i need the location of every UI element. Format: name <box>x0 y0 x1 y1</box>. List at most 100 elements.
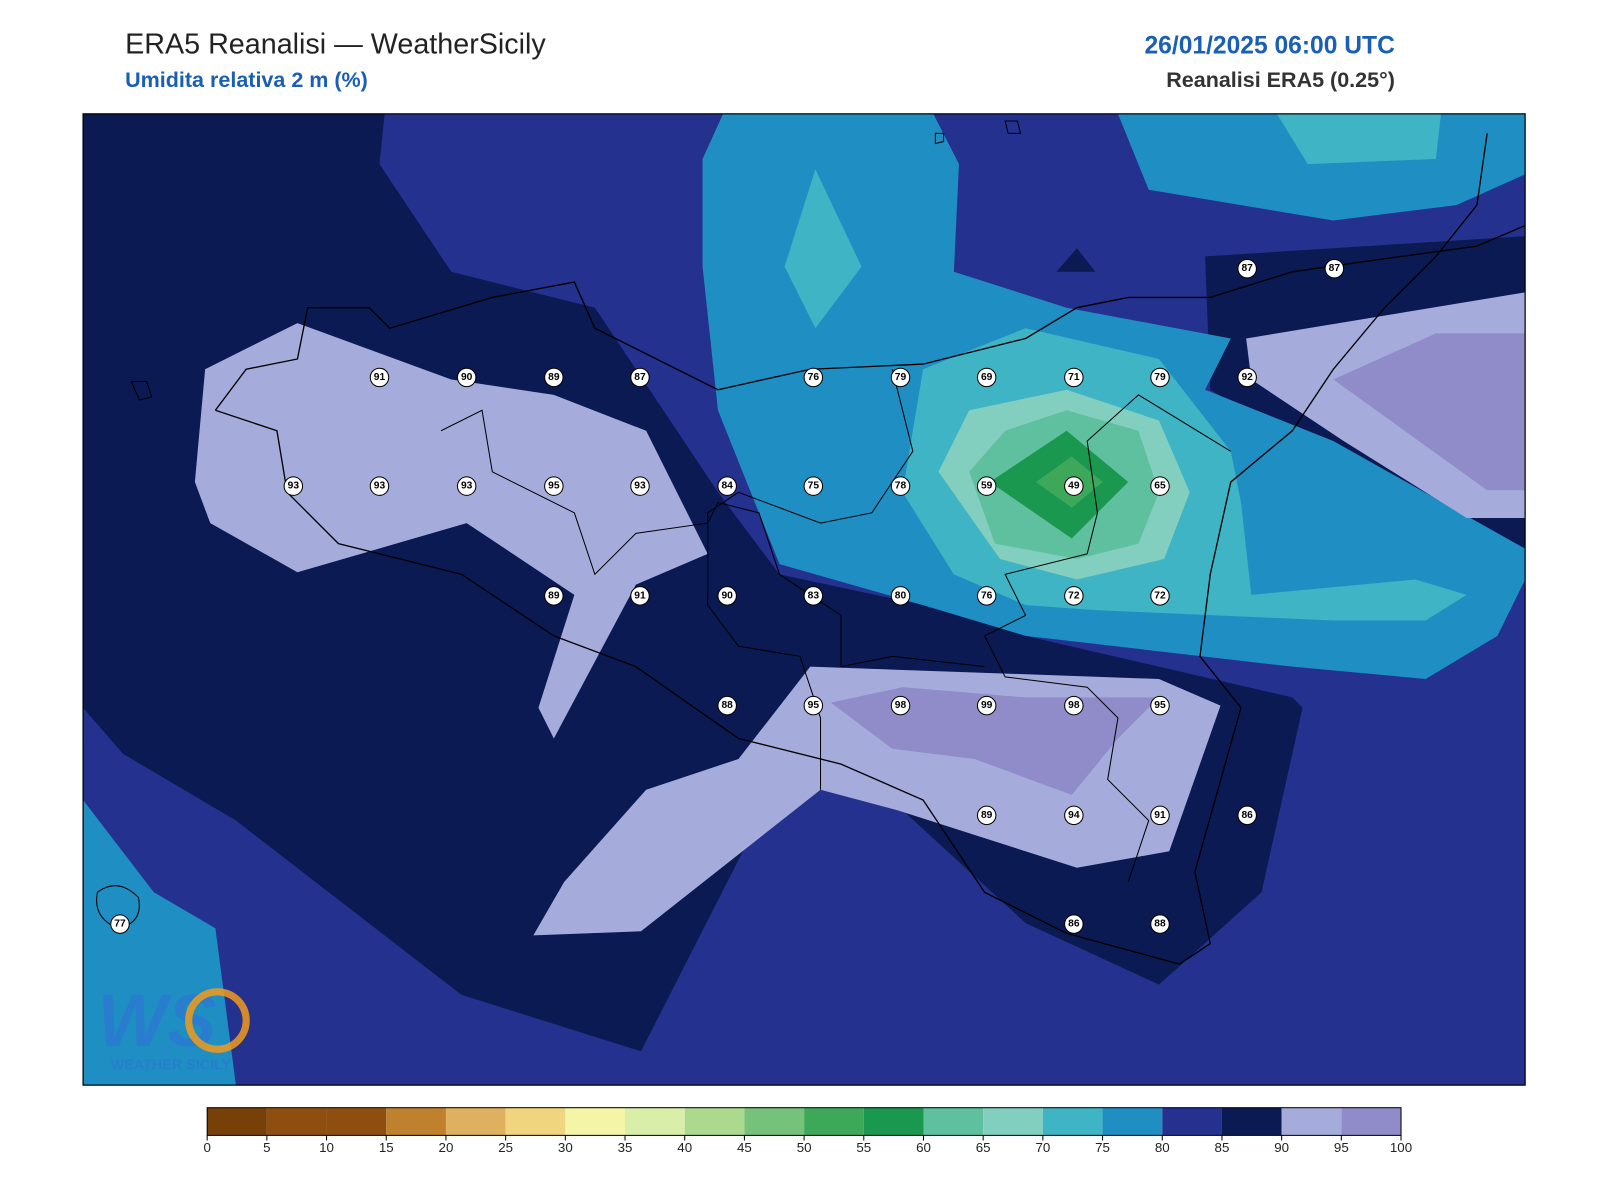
station-marker <box>630 586 650 606</box>
colorbar-tick-label: 95 <box>1334 1140 1349 1155</box>
station-value: 79 <box>1154 372 1166 383</box>
station-marker <box>1150 805 1170 826</box>
station-value: 87 <box>1241 263 1253 274</box>
station-marker <box>717 695 737 716</box>
map-frame <box>82 113 1526 1086</box>
station-marker <box>1324 258 1345 279</box>
logo-caption: WEATHER SICILY <box>111 1058 232 1074</box>
colorbar-tick-label: 80 <box>1155 1140 1170 1155</box>
colorbar-tick-label: 75 <box>1095 1140 1110 1155</box>
station-marker <box>890 586 911 606</box>
colorbar-segment <box>565 1107 626 1136</box>
station-marker <box>1064 367 1084 388</box>
colorbar-tick-label: 30 <box>558 1140 573 1155</box>
station-value: 91 <box>374 372 386 383</box>
colorbar-tick-label: 45 <box>737 1140 752 1155</box>
station-value: 90 <box>461 372 473 383</box>
station-value: 91 <box>1154 810 1166 821</box>
station-value: 94 <box>1068 810 1080 821</box>
station-marker <box>803 695 824 716</box>
colorbar-tick-label: 70 <box>1035 1140 1050 1155</box>
station-marker <box>1237 258 1257 279</box>
colorbar-tick-label: 90 <box>1274 1140 1289 1155</box>
station-marker <box>890 695 911 716</box>
station-value: 76 <box>981 590 993 601</box>
station-marker <box>544 586 564 606</box>
station-marker <box>717 476 737 496</box>
station-value: 80 <box>895 590 907 601</box>
colorbar-segment <box>625 1107 685 1136</box>
station-value: 76 <box>808 372 820 383</box>
colorbar-tick-label: 85 <box>1215 1140 1230 1155</box>
station-value: 98 <box>895 700 907 711</box>
station-value: 77 <box>114 919 126 930</box>
colorbar-segment <box>207 1107 267 1136</box>
contour-field <box>83 113 1526 1086</box>
colorbar-segment <box>1102 1107 1163 1136</box>
logo: WS WEATHER SICILY <box>97 979 250 1074</box>
station-value: 93 <box>374 481 386 492</box>
station-value: 88 <box>1154 919 1166 930</box>
station-marker <box>803 476 824 496</box>
station-value: 72 <box>1154 590 1166 601</box>
colorbar-tick-label: 15 <box>379 1140 394 1155</box>
subtitle: Umidita relativa 2 m (%) <box>125 68 368 92</box>
logo-mark: WS <box>97 979 216 1062</box>
station-value: 83 <box>808 590 820 601</box>
station-value: 72 <box>1068 590 1080 601</box>
colorbar-tick-label: 10 <box>319 1140 334 1155</box>
stations: 87 87 91 90 89 87 76 79 69 71 79 92 93 93 93 95 93 84 75 78… <box>110 258 1345 934</box>
colorbar-segment <box>804 1107 864 1136</box>
colorbar: 0 5 10 15 20 25 30 35 40 45 50 55 60 65 70 75 80 85 90 95 10… <box>203 1107 1412 1155</box>
colorbar-segment <box>1281 1107 1342 1136</box>
colorbar-segment <box>1162 1107 1222 1136</box>
station-value: 90 <box>721 590 733 601</box>
colorbar-tick-label: 0 <box>203 1140 210 1155</box>
station-value: 87 <box>634 372 646 383</box>
colorbar-segment <box>923 1107 984 1136</box>
colorbar-tick-label: 55 <box>856 1140 871 1155</box>
station-value: 93 <box>288 481 300 492</box>
source: Reanalisi ERA5 (0.25°) <box>1166 68 1395 92</box>
station-marker <box>630 476 650 496</box>
station-marker <box>890 367 911 388</box>
colorbar-tick-label: 25 <box>498 1140 513 1155</box>
station-value: 91 <box>634 590 646 601</box>
station-value: 88 <box>721 700 733 711</box>
station-value: 59 <box>981 481 993 492</box>
station-value: 98 <box>1068 700 1080 711</box>
colorbar-tick-label: 20 <box>439 1140 454 1155</box>
station-marker <box>976 476 997 496</box>
station-value: 95 <box>808 700 820 711</box>
station-marker <box>283 476 304 496</box>
station-value: 99 <box>981 700 993 711</box>
colorbar-segment <box>1042 1107 1103 1136</box>
station-marker <box>1150 914 1170 934</box>
station-marker <box>1150 695 1170 716</box>
station-marker <box>1064 695 1084 716</box>
station-value: 89 <box>548 590 560 601</box>
colorbar-tick-label: 60 <box>916 1140 931 1155</box>
station-value: 65 <box>1154 481 1166 492</box>
station-value: 93 <box>461 481 473 492</box>
station-value: 71 <box>1068 372 1080 383</box>
station-marker <box>369 367 390 388</box>
station-marker <box>1150 586 1170 606</box>
colorbar-tick-label: 5 <box>263 1140 270 1155</box>
station-marker <box>890 476 911 496</box>
station-marker <box>1064 805 1084 826</box>
colorbar-segment <box>684 1107 745 1136</box>
station-marker <box>803 367 824 388</box>
station-marker <box>1150 476 1170 496</box>
colorbar-segment <box>863 1107 924 1136</box>
colorbar-segment <box>744 1107 805 1136</box>
station-marker <box>1237 367 1257 388</box>
station-marker <box>1064 586 1084 606</box>
station-marker <box>976 367 997 388</box>
station-value: 79 <box>895 372 907 383</box>
station-marker <box>803 586 824 606</box>
station-value: 78 <box>895 481 907 492</box>
station-marker <box>630 367 650 388</box>
